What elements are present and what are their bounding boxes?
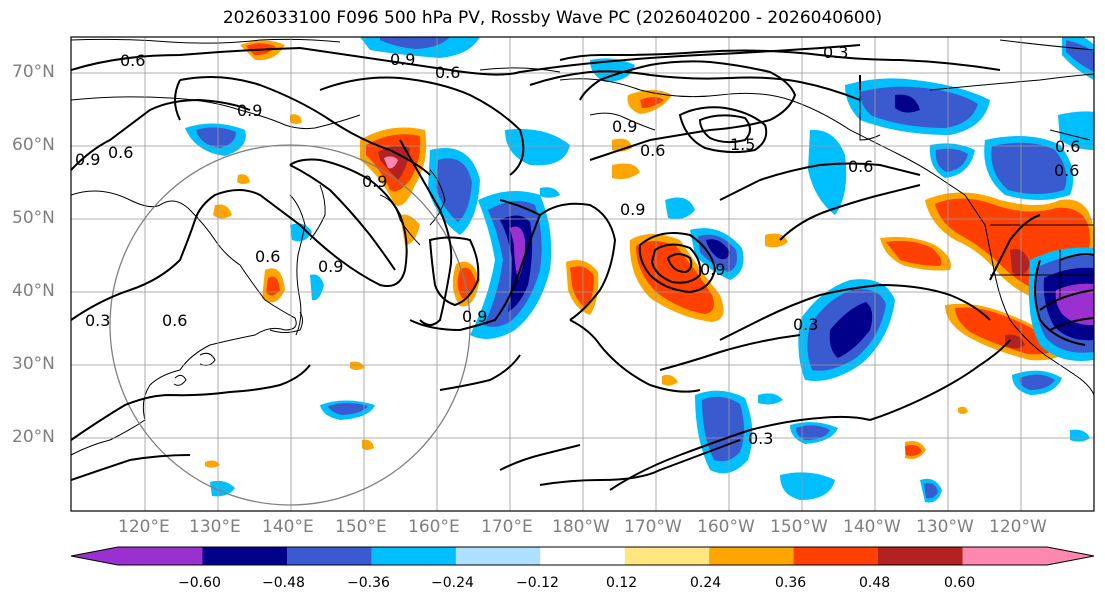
contour-label: 0.9 (237, 101, 262, 120)
lon-label: 140°W (843, 517, 901, 537)
contour-label: 0.9 (620, 200, 645, 219)
colorbar-tick: −0.60 (178, 575, 221, 591)
colorbar-tick: −0.24 (431, 575, 474, 591)
lon-label: 130°E (189, 517, 241, 537)
lon-label: 170°E (481, 517, 533, 537)
colorbar-extend-high (1047, 547, 1094, 565)
contour-label: 0.9 (75, 150, 100, 169)
contour-label: 0.9 (362, 172, 387, 191)
colorbar-blocks (118, 547, 1048, 565)
colorbar-tick: −0.12 (516, 575, 559, 591)
colorbar-block (286, 547, 372, 565)
colorbar-extend-low (71, 547, 118, 565)
colorbar-block (202, 547, 288, 565)
contour-label: 0.6 (848, 157, 873, 176)
colorbar-block (371, 547, 457, 565)
contour-label: 0.9 (462, 307, 487, 326)
lon-label: 140°E (262, 517, 314, 537)
contour-labels: 0.6 0.9 0.6 0.9 0.3 0.9 0.6 0.9 0.6 0.9 … (75, 43, 1080, 448)
contour-label: 0.6 (255, 247, 280, 266)
contour-label: 0.6 (162, 311, 187, 330)
contour-label: 0.6 (1054, 161, 1079, 180)
lon-label: 170°W (624, 517, 682, 537)
lon-label: 120°W (989, 517, 1047, 537)
lon-label: 160°W (697, 517, 755, 537)
contour-label: 0.6 (120, 51, 145, 70)
contour-label: 0.6 (108, 143, 133, 162)
contour-label: 0.3 (85, 311, 110, 330)
lon-label: 180°W (552, 517, 610, 537)
pv-contours (71, 44, 1094, 491)
colorbar-tick: 0.36 (775, 575, 807, 591)
lat-label: 20°N (12, 427, 55, 447)
colorbar-block (709, 547, 795, 565)
graticule (71, 37, 1094, 511)
colorbar (70, 546, 1095, 566)
lat-label: 50°N (12, 208, 55, 228)
colorbar-block (455, 547, 541, 565)
contour-label: 0.3 (823, 43, 848, 62)
contour-label: 0.6 (1055, 137, 1080, 156)
contour-label: 0.9 (390, 50, 415, 69)
colorbar-tick: −0.48 (262, 575, 305, 591)
contour-label: 0.9 (318, 257, 343, 276)
lon-label: 160°E (408, 517, 460, 537)
colorbar-block (793, 547, 879, 565)
contour-label: 0.6 (640, 141, 665, 160)
coastlines (71, 38, 1094, 456)
contour-label: 0.6 (435, 63, 460, 82)
lat-label: 30°N (12, 354, 55, 374)
colorbar-tick: −0.36 (347, 575, 390, 591)
contour-label: 0.9 (612, 117, 637, 136)
pv-anomaly-fill (185, 37, 1094, 503)
colorbar-block (624, 547, 710, 565)
contour-label: 0.3 (793, 315, 818, 334)
colorbar-block (878, 547, 964, 565)
lat-label: 70°N (12, 62, 55, 82)
lat-label: 60°N (12, 135, 55, 155)
colorbar-tick: 0.60 (944, 575, 976, 591)
chart-title: 2026033100 F096 500 hPa PV, Rossby Wave … (222, 8, 883, 28)
colorbar-block (118, 547, 203, 565)
map-area: 0.6 0.9 0.6 0.9 0.3 0.9 0.6 0.9 0.6 0.9 … (71, 37, 1094, 511)
colorbar-block (540, 547, 626, 565)
contour-label: 0.9 (700, 260, 725, 279)
colorbar-tick: 0.48 (859, 575, 891, 591)
lon-label: 150°E (335, 517, 387, 537)
lat-label: 40°N (12, 281, 55, 301)
contour-label: 1.5 (730, 135, 755, 154)
colorbar-block (962, 547, 1048, 565)
range-circle (109, 144, 471, 506)
map-frame (70, 36, 1095, 512)
colorbar-tick: 0.24 (690, 575, 722, 591)
contour-label: 0.3 (748, 429, 773, 448)
colorbar-tick: 0.12 (606, 575, 638, 591)
lon-label: 120°E (118, 517, 170, 537)
lon-label: 150°W (770, 517, 828, 537)
lon-label: 130°W (916, 517, 974, 537)
